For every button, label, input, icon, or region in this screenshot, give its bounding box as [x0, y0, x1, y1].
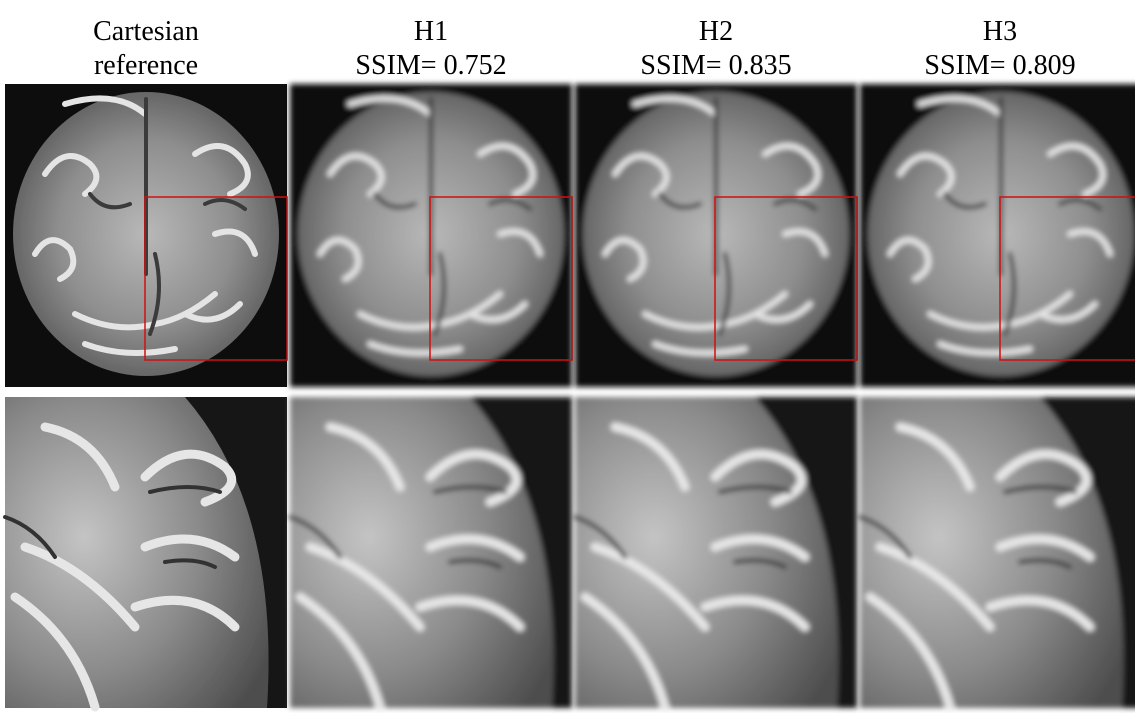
column-title: H1	[414, 16, 448, 47]
figure: Cartesian reference H1 SSIM= 0.752 H2 SS…	[0, 0, 1135, 713]
h1-zoom	[290, 397, 572, 708]
full-images	[5, 84, 1135, 387]
column-headers: Cartesian reference H1 SSIM= 0.752 H2 SS…	[93, 16, 1075, 81]
column-title: H2	[699, 16, 733, 47]
h2-zoom	[575, 397, 857, 708]
reference-zoom	[5, 397, 287, 708]
zoom-images	[5, 397, 1135, 708]
column-subtitle: SSIM= 0.835	[640, 50, 791, 81]
column-title: H3	[983, 16, 1017, 47]
column-subtitle: SSIM= 0.809	[924, 50, 1075, 81]
column-title: Cartesian	[93, 16, 199, 47]
column-subtitle: SSIM= 0.752	[355, 50, 506, 81]
h2-image	[575, 84, 857, 387]
h3-zoom	[860, 397, 1135, 708]
column-subtitle: reference	[94, 50, 198, 81]
h3-image	[860, 84, 1135, 387]
page: Cartesian reference H1 SSIM= 0.752 H2 SS…	[0, 0, 1135, 713]
reference-image	[5, 84, 287, 387]
h1-image	[290, 84, 572, 387]
